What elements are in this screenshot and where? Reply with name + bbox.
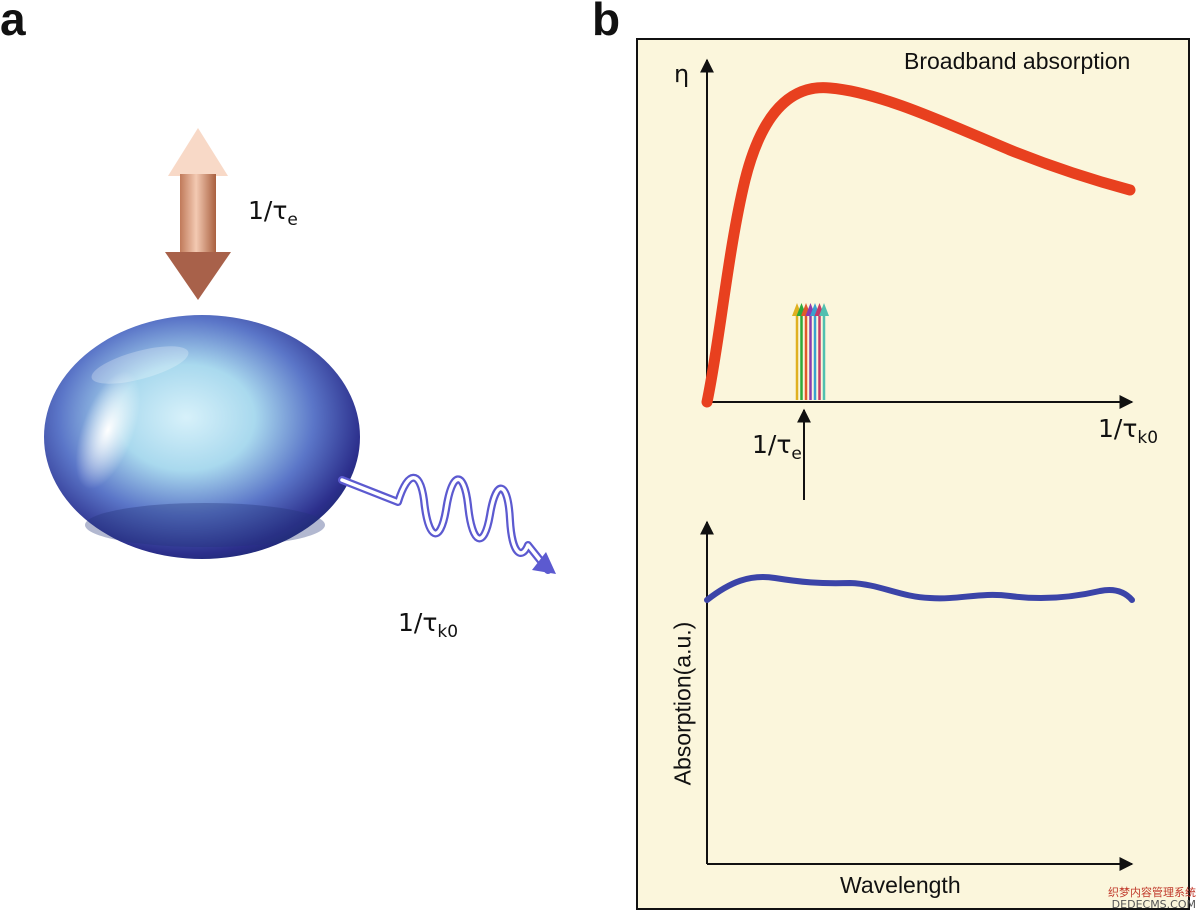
- graph-title: Broadband absorption: [904, 48, 1131, 74]
- watermark-line-1: 织梦内容管理系统: [1108, 885, 1196, 899]
- coupling-rate-label: 1/τe: [248, 196, 298, 230]
- efficiency-axis-label: η: [674, 60, 690, 88]
- panel-a-letter: a: [0, 0, 26, 45]
- absorption-axis-label: Absorption(a.u.): [669, 621, 696, 786]
- panel-b-letter: b: [592, 0, 621, 45]
- efficiency-curve: [701, 82, 1136, 408]
- resonator-illustration: [44, 128, 556, 574]
- wavelength-axis-label: Wavelength: [840, 872, 961, 898]
- resonator-sphere: [44, 315, 360, 559]
- top-x-axis-label: 1/τk0: [1098, 414, 1159, 448]
- absorption-curve: [704, 574, 1135, 603]
- bundle-arrow-head: [819, 303, 829, 316]
- multicolor-arrow-bundle: [792, 303, 829, 400]
- coupling-marker-label: 1/τe: [752, 430, 802, 464]
- coupling-arrow: [165, 128, 231, 300]
- watermark: 织梦内容管理系统 DEDECMS.COM: [1108, 885, 1196, 912]
- emission-wave: [338, 473, 556, 574]
- intrinsic-rate-label: 1/τk0: [398, 608, 459, 642]
- watermark-line-2: DEDECMS.COM: [1111, 898, 1196, 912]
